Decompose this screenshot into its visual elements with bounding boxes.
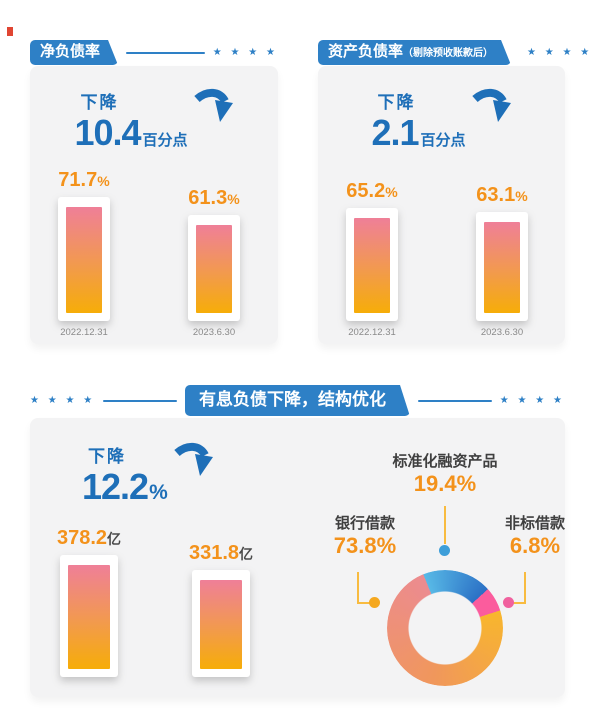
decorative-red-mark <box>7 27 13 36</box>
change-unit: % <box>149 481 168 505</box>
bar-value-suffix: 亿 <box>239 546 254 563</box>
bar-fill <box>196 225 232 313</box>
change-label: 下降 <box>377 93 416 112</box>
bar-group: 61.3% 2023.6.30 <box>186 188 242 338</box>
marker-dot-icon <box>503 597 514 609</box>
leader-line <box>444 506 446 545</box>
change-unit: 百分点 <box>142 132 188 149</box>
change-value: 2.1 <box>371 112 419 153</box>
donut-value: 19.4% <box>413 471 477 497</box>
bar-value-label: 71.7% <box>58 170 109 190</box>
bar-value-suffix: % <box>385 184 398 200</box>
section3-title-row: ★ ★ ★ ★ 有息负债下降，结构优化 ★ ★ ★ ★ <box>30 385 565 416</box>
bar-fill <box>484 222 520 313</box>
bar-frame <box>346 208 398 321</box>
bar-value-label: 63.1% <box>476 185 527 205</box>
bar-frame <box>58 197 110 321</box>
stars-decoration: ★ ★ ★ ★ <box>212 47 278 58</box>
bar-frame <box>60 555 118 678</box>
bar-fill <box>200 580 242 670</box>
section-asset-liability-ratio: 资产负债率（剔除预收账款后） ★ ★ ★ ★ 下降 2.1 百分点 <box>318 40 589 344</box>
leader-line <box>357 602 372 605</box>
bar-value-number: 65.2 <box>346 180 386 202</box>
change-unit: 百分点 <box>420 132 466 149</box>
section1-title: 净负债率 <box>40 43 101 60</box>
bar-date-label: 2022.12.31 <box>60 327 108 338</box>
bar-value-suffix: % <box>227 191 240 207</box>
section2-change-block: 下降 2.1 百分点 <box>318 88 565 151</box>
bar-value-label: 61.3% <box>188 188 239 208</box>
section3-title-flag: 有息负债下降，结构优化 <box>185 385 410 416</box>
section2-title-note: （剔除预收账款后） <box>403 48 494 59</box>
bar-fill <box>68 565 110 670</box>
change-label: 下降 <box>80 93 119 112</box>
bar-fill <box>66 207 102 313</box>
bar-value-number: 331.8 <box>188 542 240 565</box>
leader-line <box>357 572 359 605</box>
donut-label: 银行借款 <box>334 515 395 533</box>
bar-date-label: 2022.12.31 <box>348 327 396 338</box>
bar-frame <box>188 215 240 321</box>
bar-date-label: 2023.6.30 <box>480 327 524 338</box>
stars-decoration: ★ ★ ★ ★ <box>527 47 593 58</box>
stars-decoration: ★ ★ ★ ★ <box>30 395 96 407</box>
section1-title-row: 净负债率 ★ ★ ★ ★ <box>30 40 278 65</box>
section3-title: 有息负债下降，结构优化 <box>199 390 386 409</box>
divider-line <box>126 51 205 54</box>
stars-decoration: ★ ★ ★ ★ <box>499 395 565 407</box>
section1-panel: 下降 10.4 百分点 71.7% 2022.12.31 <box>30 66 278 344</box>
donut-value: 73.8% <box>333 533 397 559</box>
section2-panel: 下降 2.1 百分点 65.2% 2022.12.31 <box>318 66 565 344</box>
leader-line <box>511 602 526 605</box>
section-net-debt-ratio: 净负债率 ★ ★ ★ ★ 下降 10.4 百分点 <box>30 40 278 344</box>
bar-value-suffix: % <box>97 173 110 189</box>
bar-frame <box>192 570 250 678</box>
bar-value-label: 378.2亿 <box>57 528 121 548</box>
change-label: 下降 <box>88 447 126 467</box>
bar-group: 378.2亿 <box>57 528 121 678</box>
down-swoosh-arrow-icon <box>470 88 512 131</box>
section2-title-row: 资产负债率（剔除预收账款后） ★ ★ ★ ★ <box>318 40 589 65</box>
bar-group: 71.7% 2022.12.31 <box>56 170 112 338</box>
bar-group: 331.8亿 <box>189 543 253 678</box>
marker-dot-icon <box>369 597 380 609</box>
bar-value-number: 378.2 <box>56 527 108 550</box>
leader-line <box>524 572 526 605</box>
section2-title: 资产负债率 <box>328 43 404 60</box>
bar-group: 65.2% 2022.12.31 <box>344 181 400 338</box>
bar-group: 63.1% 2023.6.30 <box>474 185 530 338</box>
donut-ring <box>387 570 503 687</box>
section2-title-flag: 资产负债率（剔除预收账款后） <box>318 40 511 65</box>
section1-change-block: 下降 10.4 百分点 <box>30 88 278 151</box>
divider-line <box>418 399 492 402</box>
bar-value-number: 63.1 <box>476 184 516 206</box>
bar-date-label: 2023.6.30 <box>192 327 236 338</box>
divider-line <box>103 399 177 402</box>
bar-value-suffix: % <box>515 188 528 204</box>
bar-value-number: 71.7 <box>58 169 98 191</box>
section-interest-bearing-debt: ★ ★ ★ ★ 有息负债下降，结构优化 ★ ★ ★ ★ 下降 12.2 % <box>30 385 565 698</box>
section3-change-block: 下降 12.2 % <box>82 442 214 505</box>
debt-structure-donut-chart: 标准化融资产品 19.4% 银行借款 73.8% 非标借款 6.8% <box>320 438 570 688</box>
section3-panel: 下降 12.2 % 378.2亿 331.8亿 <box>30 418 565 698</box>
change-value: 12.2 <box>82 466 149 508</box>
down-swoosh-arrow-icon <box>172 442 214 485</box>
bar-value-number: 61.3 <box>188 187 228 209</box>
section1-title-flag: 净负债率 <box>30 40 118 65</box>
down-swoosh-arrow-icon <box>192 88 234 131</box>
donut-value: 6.8% <box>509 533 561 559</box>
marker-dot-icon <box>439 545 450 557</box>
bar-fill <box>354 218 390 313</box>
bar-value-label: 65.2% <box>346 181 397 201</box>
donut-label: 非标借款 <box>504 515 565 533</box>
bar-frame <box>476 212 528 321</box>
bar-value-suffix: 亿 <box>107 531 122 548</box>
change-value: 10.4 <box>74 112 141 153</box>
donut-label: 标准化融资产品 <box>392 453 498 471</box>
bar-value-label: 331.8亿 <box>189 543 253 563</box>
